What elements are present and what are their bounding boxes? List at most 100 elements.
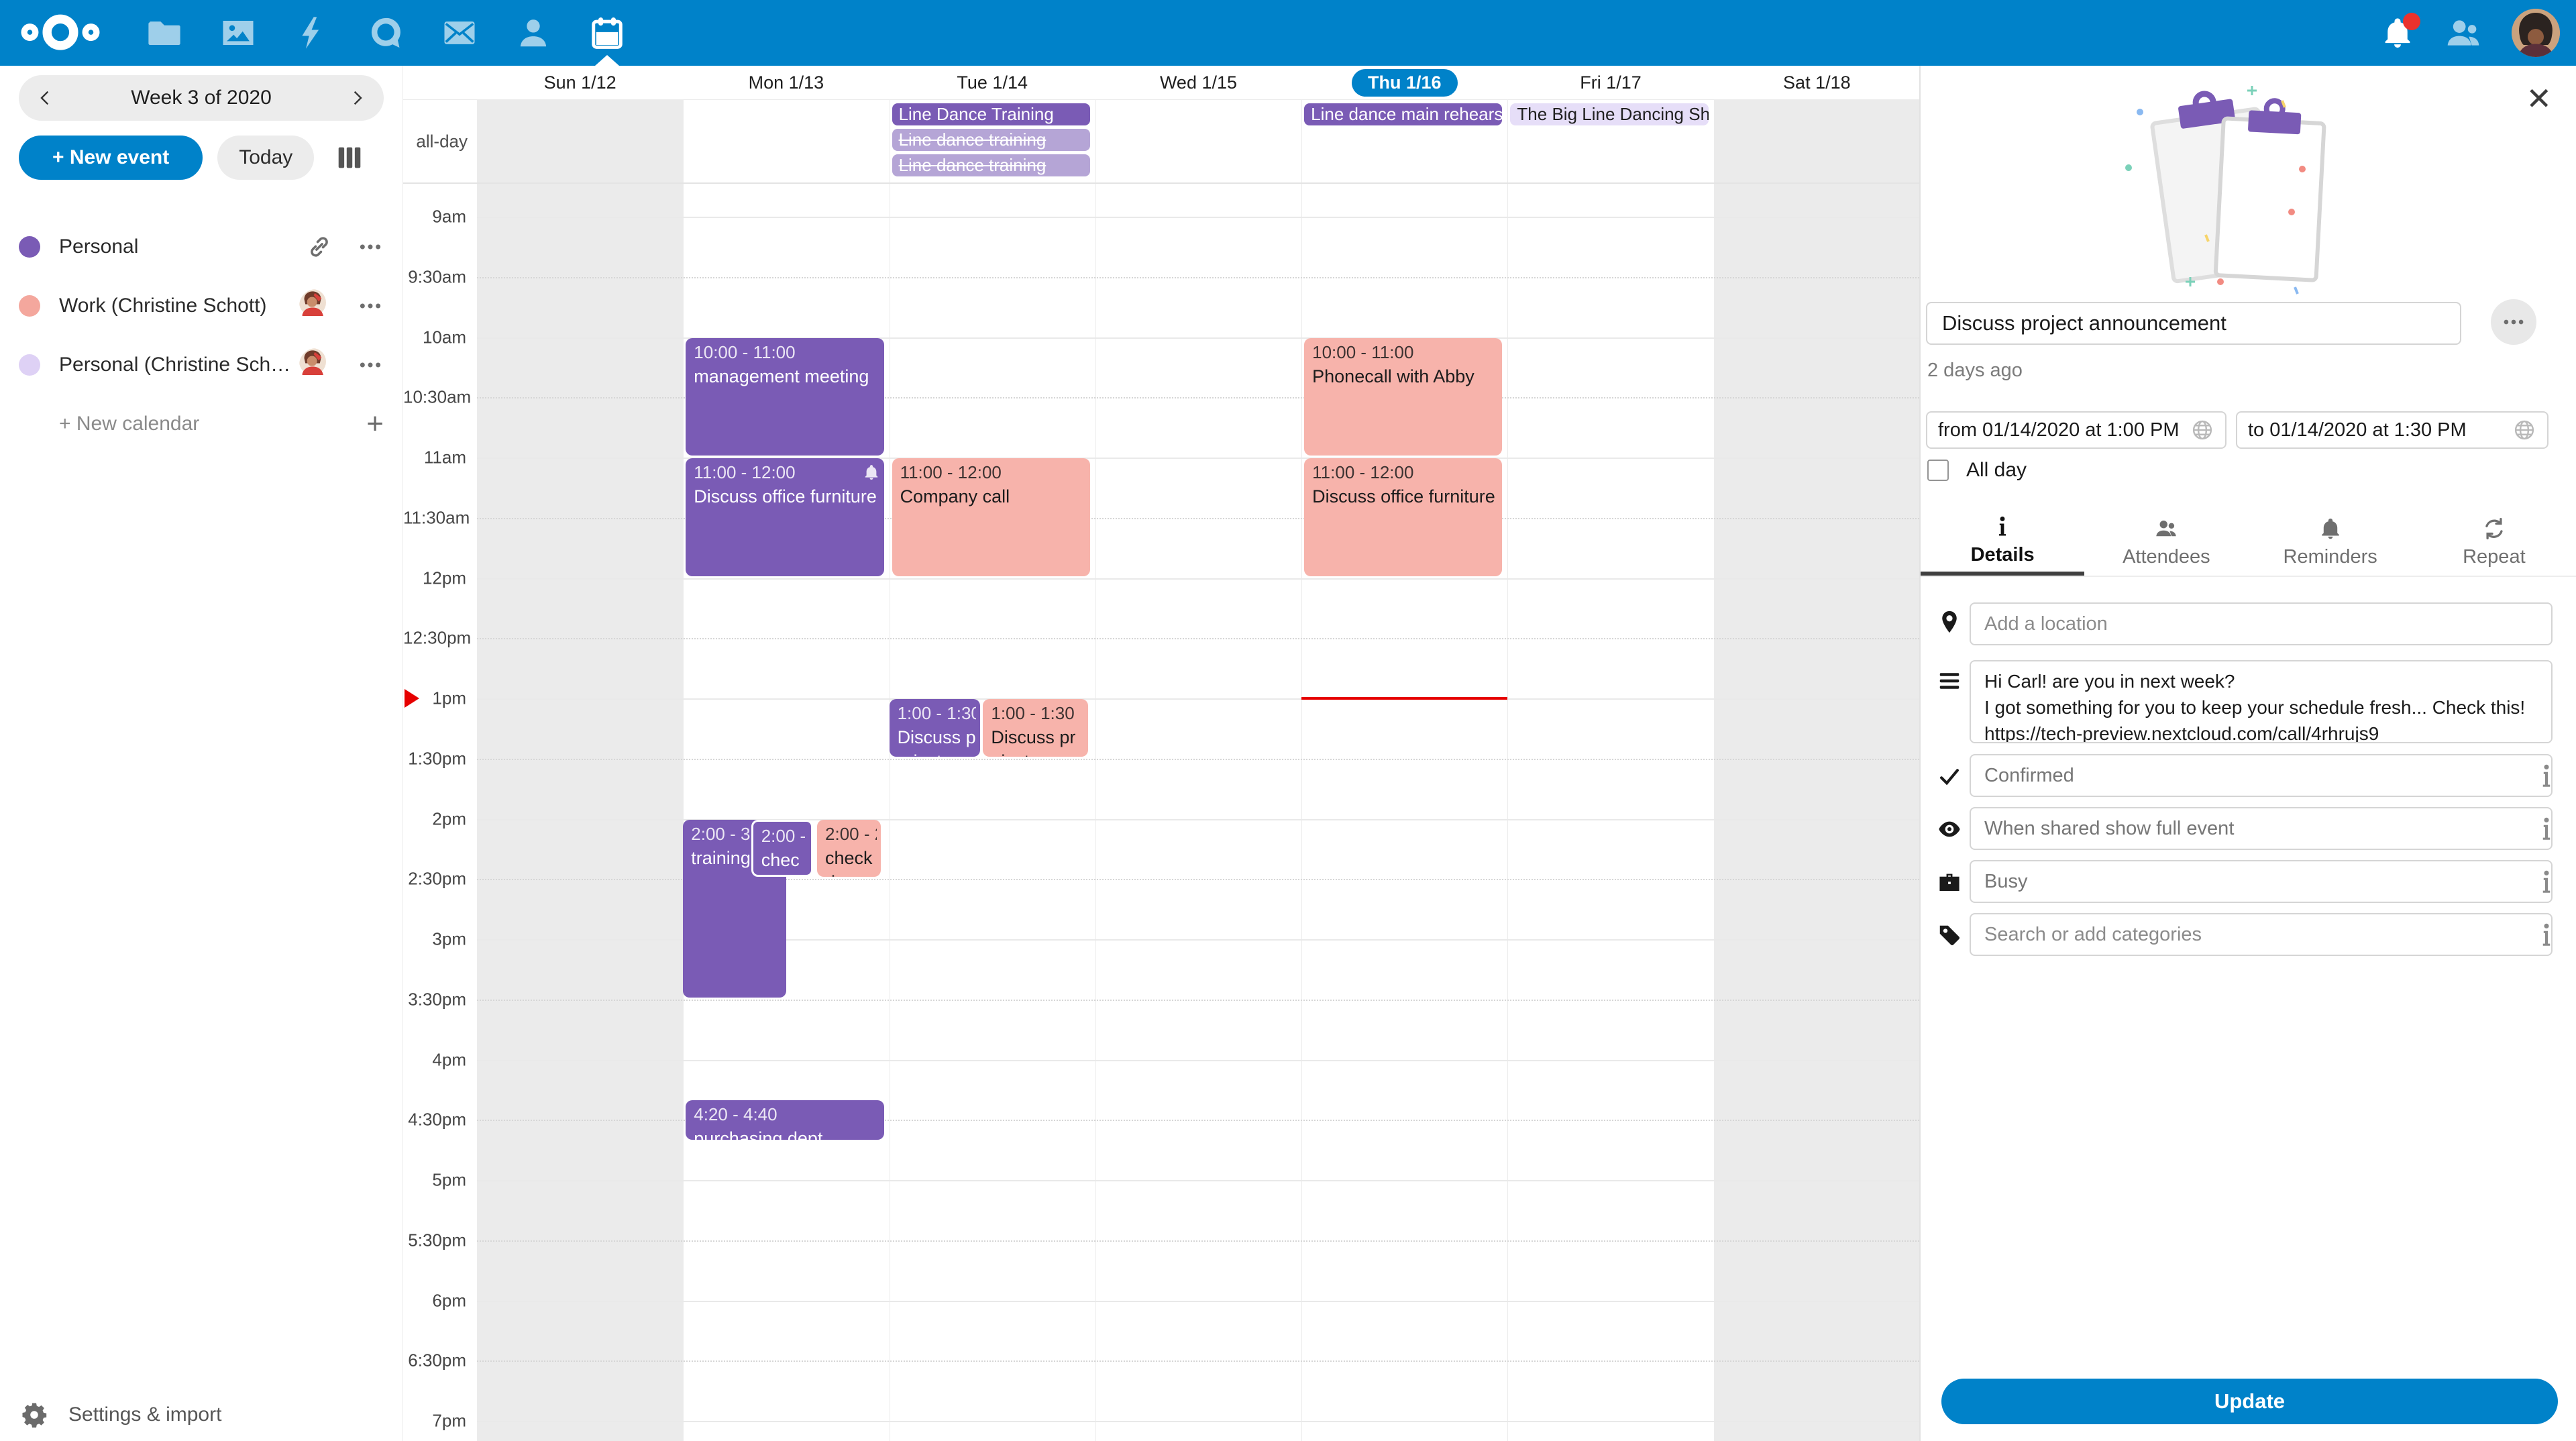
app-icon-calendar[interactable] (570, 0, 644, 66)
end-date-value: to 01/14/2020 at 1:30 PM (2248, 419, 2467, 441)
allday-event[interactable]: Line dance training (892, 129, 1090, 151)
new-calendar-button[interactable]: + New calendar + (0, 394, 402, 453)
nextcloud-logo[interactable] (20, 11, 101, 55)
event[interactable]: 2:00 - 2:30 check-in (817, 819, 881, 877)
calendar-item[interactable]: Work (Christine Schott) (0, 276, 402, 335)
visibility-select[interactable]: When shared show full event (1970, 807, 2553, 850)
day-header-thu[interactable]: Thu 1/16 (1301, 66, 1507, 99)
time-label: 10:30am (403, 386, 472, 407)
hour-line (477, 1300, 1919, 1302)
notifications-bell-icon[interactable] (2380, 13, 2420, 50)
info-icon (1999, 516, 2006, 535)
calendar-item-actions (299, 289, 384, 323)
calendar-menu-button[interactable] (357, 352, 384, 378)
day-header-tue[interactable]: Tue 1/14 (957, 72, 1028, 93)
event[interactable]: 11:00 - 12:00 Discuss office furniture (1304, 458, 1503, 576)
calendar-menu-button[interactable] (357, 233, 384, 260)
categories-tag-icon (1937, 922, 1962, 948)
more-actions-button[interactable] (2491, 299, 2536, 345)
new-event-button[interactable]: + New event (19, 136, 203, 180)
day-header-mon[interactable]: Mon 1/13 (748, 72, 824, 93)
day-header-wed[interactable]: Wed 1/15 (1159, 72, 1238, 93)
location-input[interactable] (1970, 602, 2553, 645)
column-divider (1507, 100, 1509, 182)
tab-reminders[interactable]: Reminders (2249, 509, 2412, 576)
event[interactable]: 11:00 - 12:00 Company call (892, 458, 1090, 576)
calendar-menu-button[interactable] (357, 292, 384, 319)
time-label: 5pm (432, 1169, 466, 1190)
calendar-item[interactable]: Personal (0, 217, 402, 276)
allday-checkbox-box[interactable] (1927, 460, 1949, 481)
time-label: 4pm (432, 1049, 466, 1069)
allday-event[interactable]: Line Dance Training (892, 103, 1090, 125)
previous-week-button[interactable] (19, 75, 72, 121)
tab-repeat[interactable]: Repeat (2412, 509, 2576, 576)
allday-row: all-day Line Dance Training Line dance tr… (403, 99, 1920, 184)
day-header-fri[interactable]: Fri 1/17 (1580, 72, 1642, 93)
app-icon-contacts[interactable] (496, 0, 570, 66)
event[interactable]: 2:00 - 2:30 check-in (751, 819, 813, 877)
visibility-info-icon[interactable] (2536, 815, 2557, 843)
app-icon-mail[interactable] (423, 0, 496, 66)
status-info-icon[interactable] (2536, 762, 2557, 790)
event[interactable]: 10:00 - 11:00 management meeting (686, 337, 884, 456)
event[interactable]: 11:00 - 12:00 Discuss office furniture (686, 458, 884, 576)
app-icon-talk[interactable] (349, 0, 423, 66)
app-icon-files[interactable] (127, 0, 201, 66)
time-label: 1:30pm (408, 748, 466, 769)
half-hour-line (477, 758, 1919, 760)
half-hour-line (477, 638, 1919, 640)
calendar-item[interactable]: Personal (Christine Schott) (0, 335, 402, 394)
event-time: 1:00 - 1:30 (897, 703, 976, 723)
event-time: 10:00 - 11:00 (694, 341, 796, 362)
app-icon-photos[interactable] (201, 0, 275, 66)
allday-event[interactable]: Line dance main rehearsal (1304, 103, 1503, 125)
description-icon (1937, 668, 1962, 694)
calendar-name: Work (Christine Schott) (59, 295, 267, 317)
event-time: 11:00 - 12:00 (1312, 462, 1414, 482)
hour-line (477, 1059, 1919, 1061)
status-select[interactable]: Confirmed (1970, 754, 2553, 797)
app-icon-activity[interactable] (275, 0, 349, 66)
time-label: 7pm (432, 1410, 466, 1431)
categories-input[interactable] (1970, 913, 2553, 956)
time-label: 9am (432, 206, 466, 227)
visibility-eye-icon (1937, 816, 1962, 842)
allday-event[interactable]: The Big Line Dancing Show (1510, 103, 1709, 125)
next-week-button[interactable] (330, 75, 384, 121)
event[interactable]: 1:00 - 1:30 Discuss project announcement (889, 699, 980, 757)
time-label: 10am (422, 327, 466, 347)
half-hour-line (477, 1120, 1919, 1122)
event-title: management meeting (694, 366, 869, 386)
tab-details[interactable]: Details (1921, 509, 2085, 576)
availability-select[interactable]: Busy (1970, 860, 2553, 903)
event[interactable]: 4:20 - 4:40 purchasing dept (686, 1100, 884, 1140)
allday-event[interactable]: Line dance training (892, 154, 1090, 176)
event[interactable]: 10:00 - 11:00 Phonecall with Abby (1304, 337, 1503, 456)
time-label: 11am (423, 447, 466, 468)
share-link-icon[interactable] (306, 233, 333, 260)
day-header-sat[interactable]: Sat 1/18 (1783, 72, 1851, 93)
allday-checkbox[interactable]: All day (1927, 459, 2027, 482)
end-date-input[interactable]: to 01/14/2020 at 1:30 PM (2236, 411, 2548, 449)
update-button[interactable]: Update (1941, 1379, 2558, 1424)
today-button[interactable]: Today (217, 136, 315, 180)
column-divider (1301, 100, 1303, 182)
availability-info-icon[interactable] (2536, 868, 2557, 896)
start-date-input[interactable]: from 01/14/2020 at 1:00 PM (1926, 411, 2226, 449)
settings-import-button[interactable]: Settings & import (20, 1401, 221, 1429)
event[interactable]: 1:00 - 1:30 Discuss project (983, 699, 1089, 757)
categories-info-icon[interactable] (2536, 921, 2557, 949)
view-toggle-button[interactable] (334, 142, 365, 173)
repeat-icon (2485, 517, 2503, 539)
week-label[interactable]: Week 3 of 2020 (131, 87, 272, 109)
contacts-menu-icon[interactable] (2445, 14, 2482, 52)
event-title-input[interactable] (1926, 302, 2461, 345)
user-avatar[interactable] (2512, 9, 2560, 57)
allday-checkbox-label: All day (1966, 459, 2027, 481)
description-textarea[interactable]: Hi Carl! are you in next week? I got som… (1970, 660, 2553, 743)
day-header-sun[interactable]: Sun 1/12 (543, 72, 616, 93)
last-modified: 2 days ago (1927, 360, 2023, 381)
tab-attendees[interactable]: Attendees (2084, 509, 2248, 576)
close-icon[interactable]: ✕ (2526, 81, 2552, 116)
